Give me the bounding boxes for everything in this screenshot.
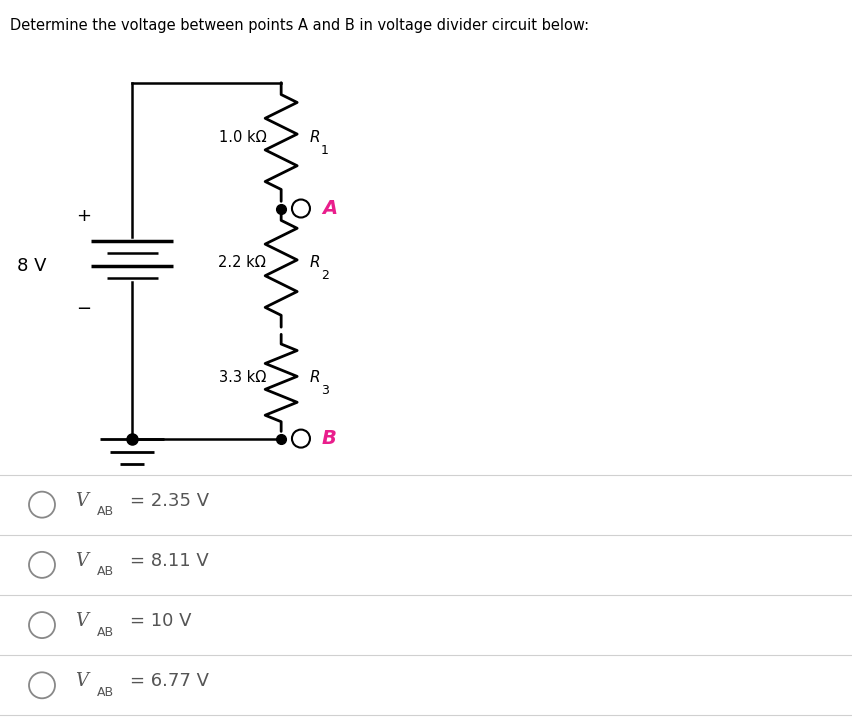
Text: = 2.35 V: = 2.35 V xyxy=(130,492,209,510)
Text: Determine the voltage between points A and B in voltage divider circuit below:: Determine the voltage between points A a… xyxy=(10,18,589,33)
Text: +: + xyxy=(76,206,91,225)
Text: 3.3 kΩ: 3.3 kΩ xyxy=(219,370,266,385)
Text: AB: AB xyxy=(97,626,114,638)
Text: 1.0 kΩ: 1.0 kΩ xyxy=(218,129,266,145)
Text: R: R xyxy=(309,255,320,270)
Text: −: − xyxy=(76,300,91,319)
Text: AB: AB xyxy=(97,505,114,518)
Text: 1: 1 xyxy=(321,144,329,157)
Text: 3: 3 xyxy=(321,385,329,398)
Text: = 8.11 V: = 8.11 V xyxy=(130,552,209,570)
Text: V: V xyxy=(75,672,88,690)
Text: AB: AB xyxy=(97,565,114,578)
Text: A: A xyxy=(322,199,337,218)
Text: = 6.77 V: = 6.77 V xyxy=(130,672,209,690)
Text: V: V xyxy=(75,612,88,630)
Text: 8 V: 8 V xyxy=(17,257,47,275)
Text: = 10 V: = 10 V xyxy=(130,612,192,630)
Text: R: R xyxy=(309,370,320,385)
Text: R: R xyxy=(309,129,320,145)
Text: V: V xyxy=(75,552,88,570)
Text: B: B xyxy=(322,429,337,448)
Text: 2: 2 xyxy=(321,270,329,283)
Text: AB: AB xyxy=(97,686,114,699)
Text: V: V xyxy=(75,492,88,510)
Text: 2.2 kΩ: 2.2 kΩ xyxy=(218,255,266,270)
